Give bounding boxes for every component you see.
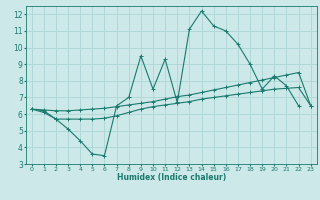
X-axis label: Humidex (Indice chaleur): Humidex (Indice chaleur) (116, 173, 226, 182)
